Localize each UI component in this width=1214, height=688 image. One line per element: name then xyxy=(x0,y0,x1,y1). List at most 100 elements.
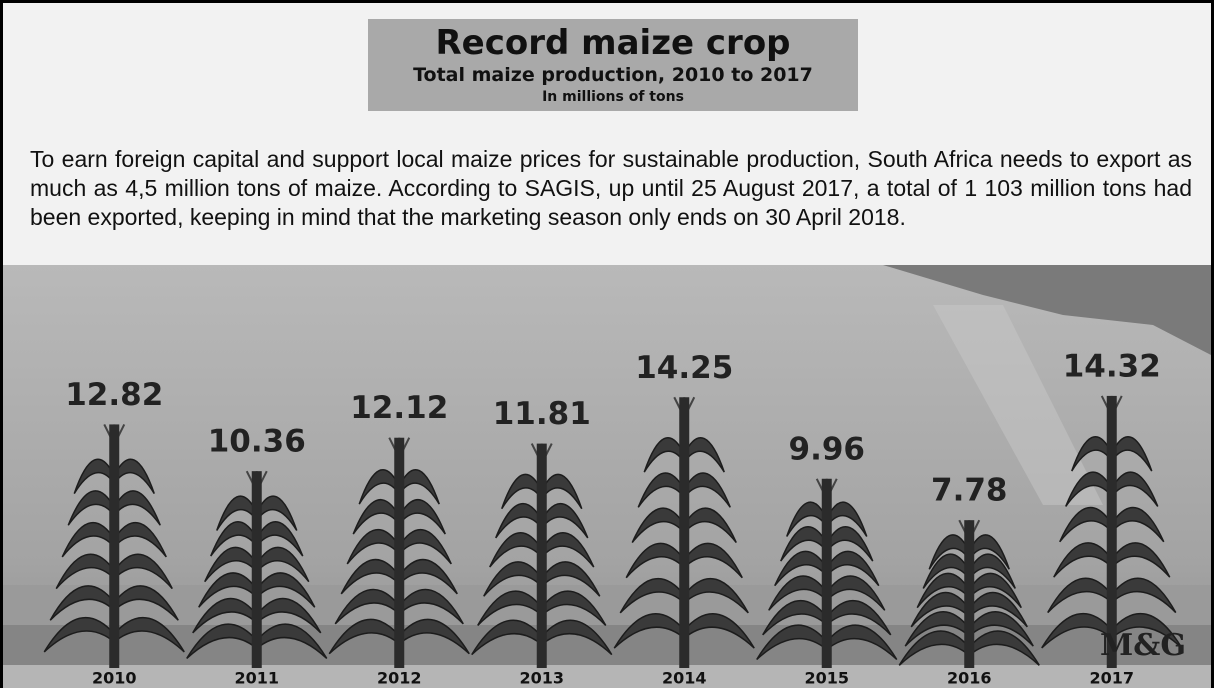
bar xyxy=(251,471,262,668)
leaf xyxy=(55,553,115,590)
leaf xyxy=(928,534,970,570)
x-tick-label: 2011 xyxy=(234,669,279,688)
leaf xyxy=(756,624,828,661)
leaf xyxy=(541,502,589,539)
leaf xyxy=(904,611,970,647)
leaf xyxy=(1059,506,1113,543)
leaf xyxy=(683,472,731,508)
leaf xyxy=(256,597,322,634)
title-box: Record maize crop Total maize production… xyxy=(368,19,858,111)
leaf xyxy=(216,495,258,531)
leaf xyxy=(67,490,115,526)
x-tick-label: 2010 xyxy=(92,669,137,688)
leaf xyxy=(683,507,737,543)
leaf xyxy=(1111,542,1171,578)
leaf xyxy=(1041,613,1113,649)
x-tick-label: 2012 xyxy=(377,669,422,688)
bar xyxy=(536,443,547,668)
title: Record maize crop xyxy=(435,23,791,63)
leaf xyxy=(256,521,304,557)
leaf xyxy=(1047,577,1113,614)
description: To earn foreign capital and support loca… xyxy=(30,146,1192,230)
leaf xyxy=(541,619,613,656)
leaf xyxy=(968,611,1034,647)
leaf xyxy=(398,469,440,505)
leaf xyxy=(922,553,970,589)
bar xyxy=(821,478,832,668)
leaf xyxy=(774,550,828,587)
maize-plant xyxy=(328,437,470,668)
leaf xyxy=(1053,542,1113,578)
leaf xyxy=(916,572,970,609)
leaf xyxy=(340,558,400,595)
leaf xyxy=(1071,436,1113,472)
leaf xyxy=(786,501,828,537)
leaf xyxy=(1111,471,1159,507)
leaf xyxy=(541,561,601,597)
leaf xyxy=(113,585,179,621)
leaf xyxy=(826,550,880,587)
value-label: 12.82 xyxy=(65,377,163,413)
leaf xyxy=(113,553,173,590)
maize-plant xyxy=(471,443,613,668)
leaf xyxy=(683,542,743,579)
leaf xyxy=(762,600,828,636)
leaf xyxy=(328,618,400,655)
maize-plant xyxy=(613,396,755,668)
leaf xyxy=(483,561,543,597)
leaf xyxy=(49,585,115,621)
leaf xyxy=(826,575,886,611)
leaf xyxy=(826,526,874,562)
leaf xyxy=(910,591,970,628)
leaf xyxy=(826,600,892,636)
leaf xyxy=(1111,613,1183,649)
value-label: 9.96 xyxy=(789,431,866,467)
chart: 12.82 2010 10.36 2011 12.12 2012 11.81 2013 14.2… xyxy=(3,265,1211,688)
leaf xyxy=(256,572,316,608)
leaf xyxy=(683,437,725,473)
bar xyxy=(679,397,690,668)
leaf xyxy=(501,473,543,510)
source-logo: M&G xyxy=(1100,628,1186,663)
leaf xyxy=(43,617,115,653)
leaf xyxy=(398,498,446,535)
leaf xyxy=(625,542,685,579)
leaf xyxy=(471,619,543,656)
leaf xyxy=(643,437,685,473)
leaf xyxy=(541,532,595,568)
x-tick-label: 2014 xyxy=(662,669,707,688)
leaf xyxy=(346,528,400,565)
leaf xyxy=(186,623,258,659)
unit-note: In millions of tons xyxy=(542,89,684,105)
leaf xyxy=(619,578,685,614)
leaf xyxy=(768,575,828,611)
bar xyxy=(394,437,405,668)
light-beam xyxy=(933,305,1103,505)
value-label: 11.81 xyxy=(493,396,591,432)
leaf xyxy=(358,469,400,505)
leaf xyxy=(477,590,543,626)
map-shape xyxy=(883,265,1211,355)
x-tick-label: 2015 xyxy=(804,669,849,688)
leaf xyxy=(113,458,155,494)
leaf xyxy=(1111,436,1153,472)
x-tick-label: 2017 xyxy=(1089,669,1134,688)
leaf xyxy=(256,495,298,531)
leaf xyxy=(968,553,1016,589)
leaf xyxy=(541,473,583,510)
leaf xyxy=(61,521,115,558)
leaf xyxy=(968,630,1040,666)
leaf xyxy=(398,528,452,565)
leaf xyxy=(398,588,464,625)
leaf xyxy=(541,590,607,626)
value-label: 10.36 xyxy=(208,424,306,460)
leaf xyxy=(683,613,755,649)
leaf xyxy=(683,578,749,614)
leaf xyxy=(256,623,328,659)
maize-plant xyxy=(43,423,185,668)
leaf xyxy=(968,591,1028,628)
subtitle: Total maize production, 2010 to 2017 xyxy=(413,64,813,86)
maize-plant xyxy=(1041,395,1183,668)
leaf xyxy=(898,630,970,666)
maize-plant xyxy=(186,470,328,668)
